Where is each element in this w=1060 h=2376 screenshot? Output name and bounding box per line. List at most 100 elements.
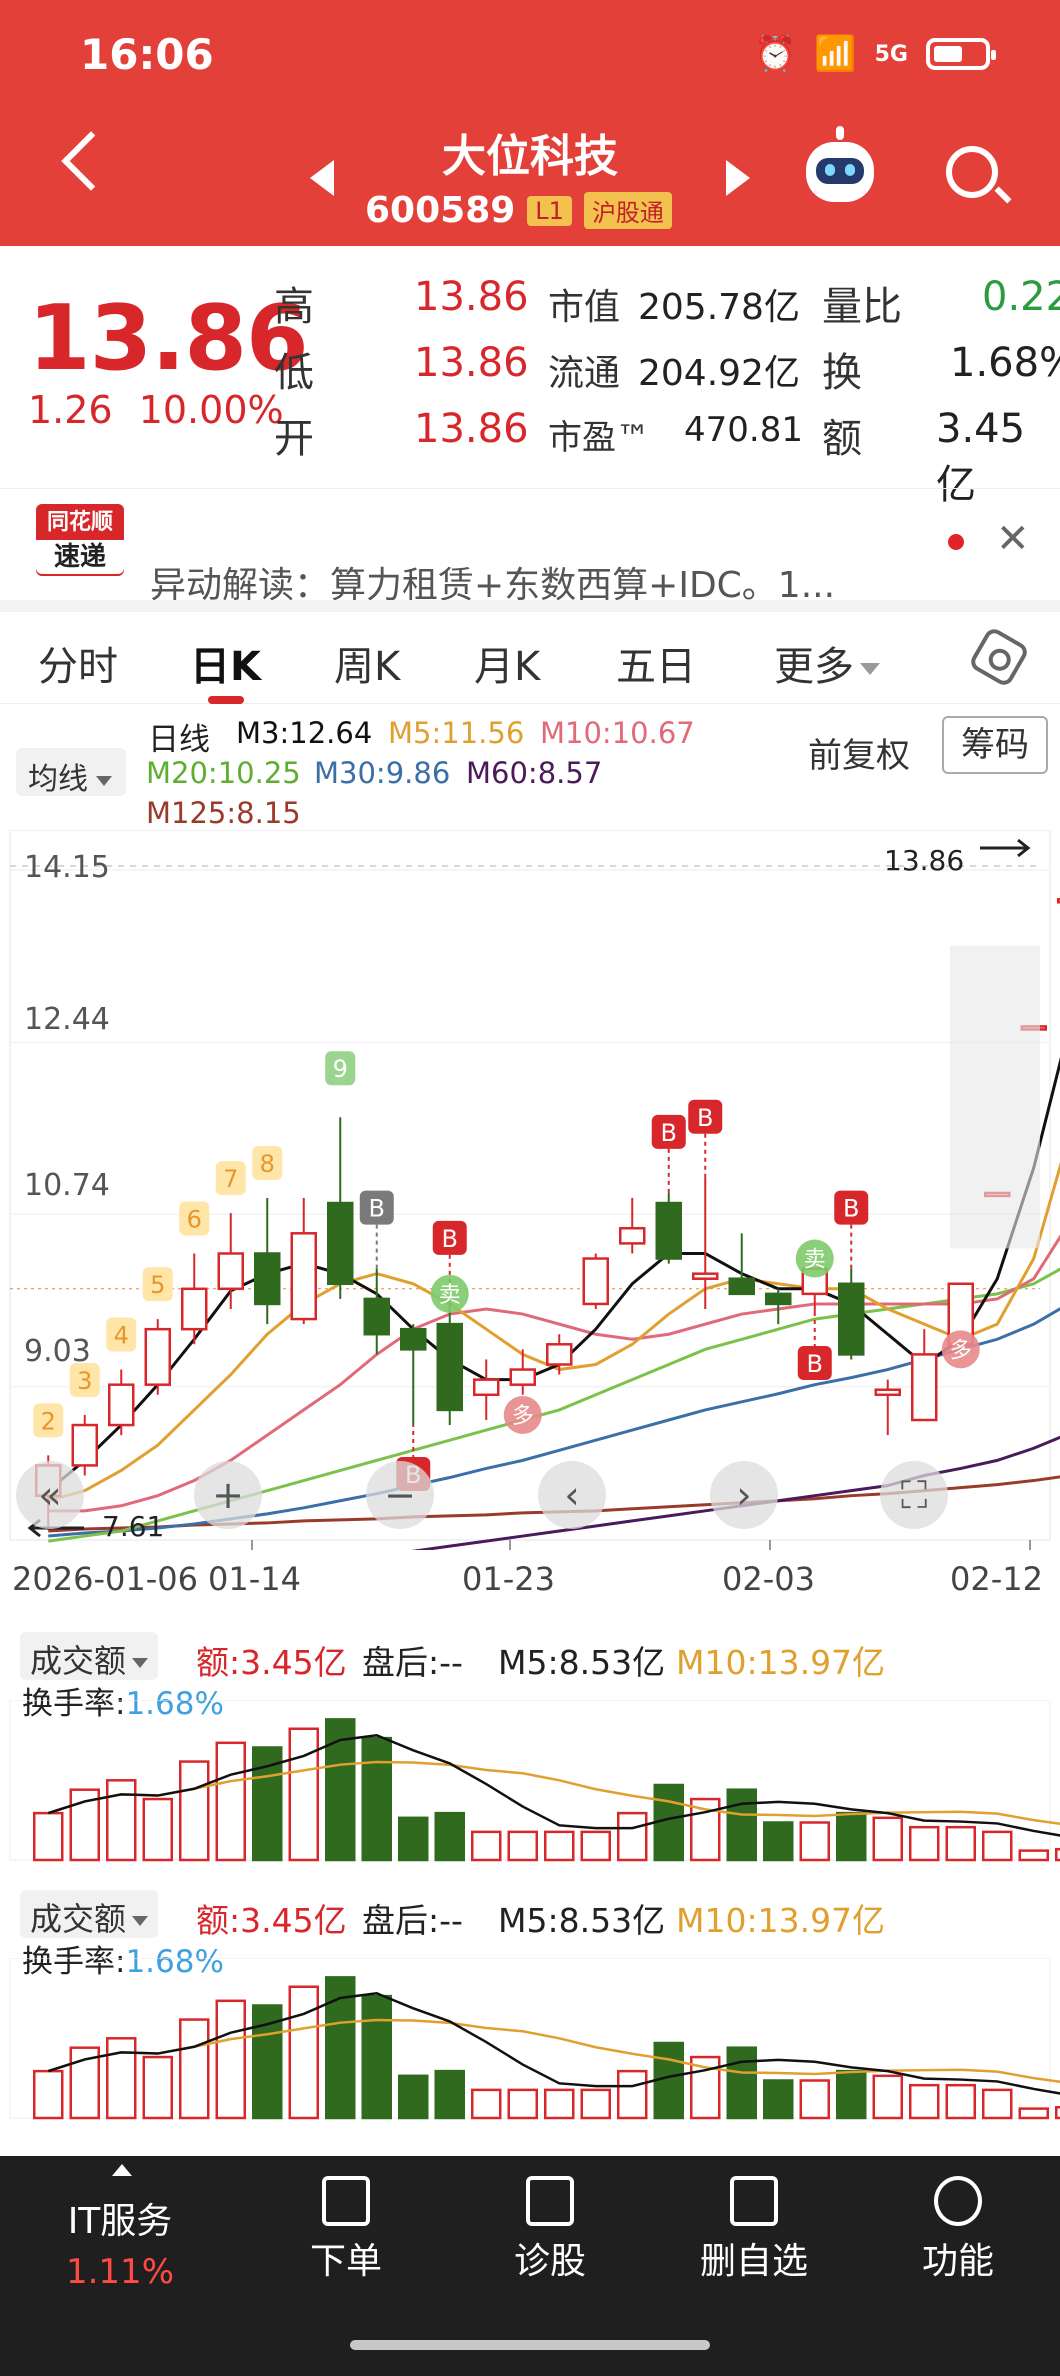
volume-bar xyxy=(544,1830,575,1862)
alarm-icon: ⏰ xyxy=(753,34,797,74)
ma-selector-button[interactable]: 均线 xyxy=(16,748,126,797)
close-icon[interactable]: ✕ xyxy=(996,516,1030,562)
fullscreen-icon[interactable] xyxy=(880,1461,948,1529)
zoom-out-icon[interactable] xyxy=(366,1461,434,1529)
level-badge: L1 xyxy=(527,195,572,226)
candle-body xyxy=(509,1368,536,1386)
volume-ma10-line xyxy=(47,2018,1060,2084)
volume-bar xyxy=(142,1797,173,1862)
candlestick-chart[interactable]: 23456789BBBBBBB卖卖多多«+−‹›⛶ xyxy=(0,830,1060,1550)
diagnose-button[interactable]: 诊股 xyxy=(470,2176,630,2284)
volume-bar xyxy=(872,2074,903,2120)
volume-chart[interactable] xyxy=(0,1700,1060,1870)
legend-m60: M60:8.57 xyxy=(466,756,603,790)
low-label: 低 xyxy=(274,350,314,396)
prev-stock-icon[interactable] xyxy=(310,160,334,196)
td-count-label: 2 xyxy=(41,1407,56,1435)
buy-marker xyxy=(359,1190,394,1225)
double-chevron-left-icon[interactable] xyxy=(16,1461,84,1529)
volume-bar xyxy=(471,2088,502,2120)
function-button[interactable]: 功能 xyxy=(878,2176,1038,2284)
volume-bar xyxy=(106,2037,137,2120)
order-icon xyxy=(322,2176,370,2226)
signal-circle-label: 卖 xyxy=(804,1248,826,1273)
buy-marker xyxy=(688,1099,723,1134)
volume-bar xyxy=(799,1821,830,1862)
mcap-label: 市值 xyxy=(548,287,621,328)
sector-name[interactable]: IT服务 xyxy=(67,2201,173,2242)
tab-intraday[interactable]: 分时 xyxy=(38,644,118,690)
volume-indicator-button-2[interactable]: 成交额 xyxy=(20,1890,159,1938)
volume-bar xyxy=(288,1985,319,2120)
diagnose-label: 诊股 xyxy=(513,2241,586,2282)
tab-five-day[interactable]: 五日 xyxy=(616,644,696,690)
remove-watchlist-button[interactable]: 删自选 xyxy=(674,2176,834,2284)
legend-m10: M10:10.67 xyxy=(540,716,695,750)
next-stock-icon[interactable] xyxy=(726,160,750,196)
home-indicator xyxy=(350,2340,710,2350)
volume-bar xyxy=(1018,2107,1049,2120)
chevron-down-icon xyxy=(132,1916,149,1926)
volume-bar xyxy=(33,1811,64,1862)
ma-line-m3 xyxy=(47,1057,1060,1492)
assistant-robot-icon[interactable] xyxy=(806,126,874,202)
volume-m5: M5:8.53亿 xyxy=(498,1643,666,1682)
volume-bar xyxy=(398,1816,429,1862)
tab-daily-k[interactable]: 日K xyxy=(190,644,261,690)
volume-bar xyxy=(617,2069,648,2120)
diagnose-icon xyxy=(526,2176,574,2226)
legend-m30: M30:9.86 xyxy=(314,756,451,790)
candle-body xyxy=(71,1423,98,1467)
volume-indicator-button[interactable]: 成交额 xyxy=(20,1632,159,1680)
candle-body xyxy=(144,1327,171,1386)
order-button[interactable]: 下单 xyxy=(266,2176,426,2284)
td-count-marker xyxy=(106,1317,137,1352)
candle-body xyxy=(254,1252,281,1306)
battery-icon xyxy=(926,38,996,70)
candle-body xyxy=(692,1272,719,1280)
volume-ratio-label: 量比 xyxy=(822,284,902,330)
candle-body xyxy=(217,1252,244,1291)
candle-body xyxy=(765,1292,792,1306)
pe-value: 470.81 xyxy=(684,410,803,450)
zoom-in-icon[interactable] xyxy=(194,1461,262,1529)
signal-circle xyxy=(503,1395,542,1434)
chip-distribution-button[interactable]: 筹码 xyxy=(942,716,1048,774)
tab-monthly-k[interactable]: 月K xyxy=(474,644,541,690)
td-count-label: 7 xyxy=(223,1165,238,1193)
unread-dot xyxy=(948,534,964,550)
volume-indicator-label: 成交额 xyxy=(30,1642,127,1680)
volume-ratio-value: 0.22 xyxy=(982,274,1060,320)
volume-chart-2[interactable] xyxy=(0,1958,1060,2128)
search-icon[interactable] xyxy=(946,146,998,198)
tab-more[interactable]: 更多 xyxy=(774,634,880,692)
change-value: 1.26 xyxy=(28,388,113,432)
fullscreen-icon-glyph: ⛶ xyxy=(901,1473,928,1517)
date-axis-label: 02-03 xyxy=(722,1560,815,1598)
td-count-marker xyxy=(252,1145,283,1180)
signal-circle xyxy=(430,1274,469,1313)
candle-body xyxy=(619,1227,646,1245)
signal-circle-label: 多 xyxy=(950,1338,972,1363)
section-separator xyxy=(0,600,1060,612)
volume-bar xyxy=(179,2018,210,2120)
volume-bar xyxy=(434,1811,465,1862)
turnover-rate: 换手率:1.68% xyxy=(22,1678,224,1723)
chevron-left-icon[interactable] xyxy=(538,1461,606,1529)
alert-divider xyxy=(0,488,1060,489)
last-price: 13.86 xyxy=(28,286,309,391)
candle-body xyxy=(874,1388,901,1397)
status-time: 16:06 xyxy=(80,30,214,79)
chevron-down-icon xyxy=(860,663,880,675)
alert-message[interactable]: 异动解读：算力租赁+东数西算+IDC。1... xyxy=(150,565,836,606)
volume-bar xyxy=(398,2074,429,2120)
volume-bar xyxy=(215,1741,246,1862)
volume-m10: M10:13.97亿 xyxy=(676,1643,886,1682)
chevron-right-icon[interactable] xyxy=(710,1461,778,1529)
price-change: 1.26 10.00% xyxy=(28,388,284,432)
volume-bar xyxy=(1055,2105,1060,2120)
legend-m20: M20:10.25 xyxy=(146,756,301,790)
volume-bar xyxy=(361,1994,392,2120)
tab-weekly-k[interactable]: 周K xyxy=(334,644,401,690)
price-adjust-toggle[interactable]: 前复权 xyxy=(808,736,910,776)
